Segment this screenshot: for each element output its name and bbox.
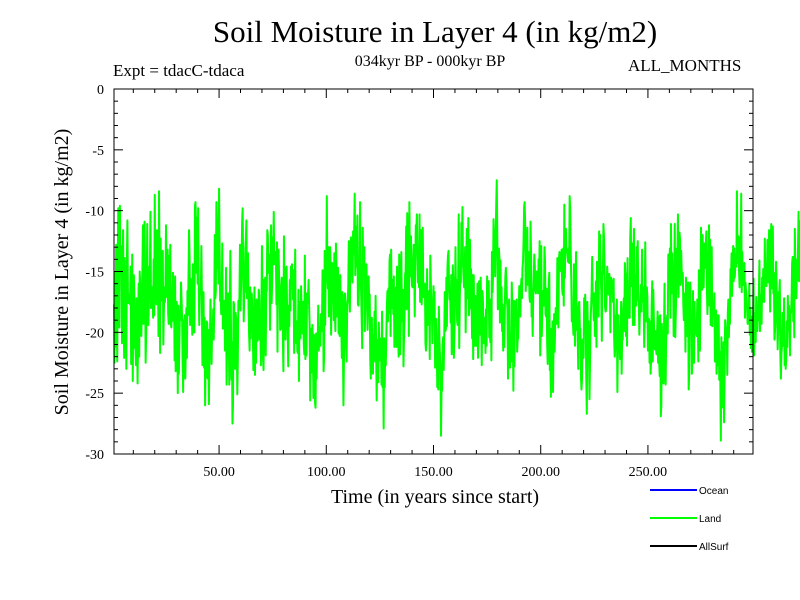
x-tick-label: 50.00 <box>203 465 235 480</box>
experiment-label: Expt = tdacC-tdaca <box>113 61 245 80</box>
x-tick-label: 250.00 <box>629 465 668 480</box>
plot-area <box>113 179 800 442</box>
x-axis-title: Time (in years since start) <box>331 486 539 508</box>
chart-title: Soil Moisture in Layer 4 (in kg/m2) <box>212 14 658 49</box>
y-tick-label: -5 <box>92 144 104 159</box>
y-tick-label: -10 <box>85 205 104 220</box>
x-tick-label: 150.00 <box>414 465 453 480</box>
y-axis-title: Soil Moisture in Layer 4 (in kg/m2) <box>51 129 73 416</box>
legend-label-allsurf: AllSurf <box>699 542 729 553</box>
y-tick-label: -20 <box>85 326 104 341</box>
months-label: ALL_MONTHS <box>628 56 742 75</box>
y-tick-label: -25 <box>85 387 104 402</box>
x-tick-label: 200.00 <box>521 465 560 480</box>
period-label: 034kyr BP - 000kyr BP <box>354 53 506 70</box>
legend-label-land: Land <box>699 514 721 525</box>
legend: Ocean Land AllSurf <box>650 486 729 553</box>
series-line-land <box>113 179 800 442</box>
axes: 0 -5 -10 -15 -20 -25 -30 50.00 100.00 150.00 200.0… <box>85 83 754 480</box>
y-tick-label: -30 <box>85 448 104 463</box>
y-tick-label: 0 <box>97 83 104 98</box>
x-tick-label: 100.00 <box>307 465 346 480</box>
legend-label-ocean: Ocean <box>699 486 728 497</box>
y-tick-label: -15 <box>85 266 104 281</box>
